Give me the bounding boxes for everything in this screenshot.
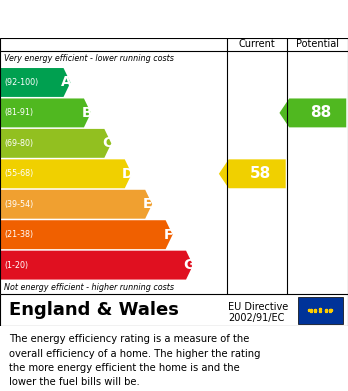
Text: England & Wales: England & Wales — [9, 301, 179, 319]
Text: Not energy efficient - higher running costs: Not energy efficient - higher running co… — [4, 283, 174, 292]
Text: A: A — [61, 75, 72, 90]
Polygon shape — [0, 99, 91, 127]
Text: Potential: Potential — [296, 39, 339, 50]
Text: (55-68): (55-68) — [4, 169, 33, 178]
Polygon shape — [0, 160, 132, 188]
Text: 2002/91/EC: 2002/91/EC — [228, 312, 284, 323]
Text: Current: Current — [239, 39, 276, 50]
Text: EU Directive: EU Directive — [228, 301, 288, 312]
Text: (92-100): (92-100) — [4, 78, 38, 87]
Text: (69-80): (69-80) — [4, 139, 33, 148]
Text: C: C — [102, 136, 112, 151]
Text: F: F — [164, 228, 173, 242]
Text: B: B — [81, 106, 92, 120]
Text: D: D — [122, 167, 133, 181]
Polygon shape — [279, 99, 346, 127]
Text: The energy efficiency rating is a measure of the
overall efficiency of a home. T: The energy efficiency rating is a measur… — [9, 334, 260, 387]
Polygon shape — [0, 220, 173, 249]
Polygon shape — [0, 251, 193, 280]
Text: G: G — [183, 258, 195, 272]
Text: (81-91): (81-91) — [4, 108, 33, 117]
Text: (39-54): (39-54) — [4, 200, 33, 209]
Text: 58: 58 — [249, 166, 271, 181]
Text: (21-38): (21-38) — [4, 230, 33, 239]
Text: Very energy efficient - lower running costs: Very energy efficient - lower running co… — [4, 54, 174, 63]
Polygon shape — [0, 129, 111, 158]
Text: (1-20): (1-20) — [4, 261, 28, 270]
Text: E: E — [143, 197, 153, 211]
Text: 88: 88 — [310, 106, 331, 120]
Polygon shape — [0, 68, 71, 97]
Polygon shape — [0, 190, 152, 219]
Polygon shape — [219, 160, 286, 188]
Bar — [298, 297, 343, 324]
Text: Energy Efficiency Rating: Energy Efficiency Rating — [9, 14, 219, 29]
